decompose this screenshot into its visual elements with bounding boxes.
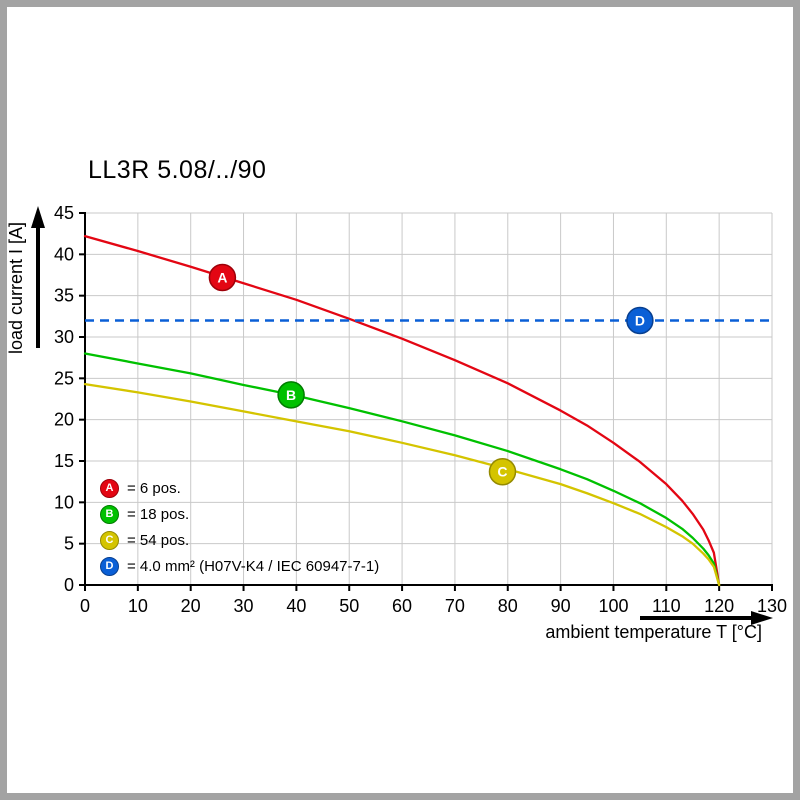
legend-marker-C: C — [100, 530, 119, 550]
legend-marker-D: D — [100, 556, 119, 576]
x-axis-label: ambient temperature T [°C] — [545, 622, 762, 642]
x-tick-label: 110 — [652, 596, 681, 616]
legend-marker-A: A — [100, 478, 119, 498]
y-tick-label: 35 — [54, 286, 74, 306]
x-tick-label: 50 — [339, 596, 359, 616]
y-tick-label: 20 — [54, 410, 74, 430]
x-tick-label: 40 — [286, 596, 306, 616]
y-tick-label: 25 — [54, 368, 74, 388]
chart-title: LL3R 5.08/../90 — [88, 156, 267, 184]
marker-B — [277, 381, 305, 409]
legend: A = 6 pos. B = 18 pos. C = 54 pos. D = 4.0 mm² … — [100, 478, 380, 583]
series-B-curve — [83, 352, 721, 587]
marker-letter-B: B — [286, 387, 296, 403]
x-tick-label: 80 — [498, 596, 518, 616]
y-tick-label: 10 — [54, 492, 74, 512]
marker-D — [626, 306, 654, 335]
legend-item-B: B = 18 pos. — [100, 504, 379, 524]
x-tick-label: 20 — [181, 596, 201, 616]
x-tick-label: 100 — [598, 596, 628, 616]
series-C-curve — [83, 382, 721, 587]
x-tick-label: 70 — [445, 596, 465, 616]
legend-item-D: D = 4.0 mm² (H07V-K4 / IEC 60947-7-1) — [100, 556, 380, 576]
x-tick-label: 0 — [80, 596, 90, 616]
y-tick-label: 15 — [54, 451, 74, 471]
marker-C — [488, 457, 517, 486]
marker-letter-C: C — [497, 464, 507, 480]
x-tick-label: 60 — [392, 596, 412, 616]
x-tick-label: 30 — [234, 596, 254, 616]
legend-item-C: C = 54 pos. — [100, 530, 379, 550]
legend-label-A: = 6 pos. — [127, 479, 181, 497]
x-tick-label: 130 — [757, 596, 787, 616]
marker-A — [208, 263, 237, 292]
x-tick-label: 120 — [704, 596, 734, 616]
y-axis-arrow-head — [31, 206, 45, 228]
legend-label-C: = 54 pos. — [127, 531, 190, 549]
legend-label-B: = 18 pos. — [127, 505, 190, 523]
y-tick-label: 5 — [64, 534, 74, 554]
series-A-curve — [83, 234, 721, 587]
x-axis-arrow-head — [751, 611, 773, 625]
x-tick-label: 90 — [551, 596, 571, 616]
y-tick-label: 0 — [64, 575, 74, 595]
legend-label-D: = 4.0 mm² (H07V-K4 / IEC 60947-7-1) — [127, 557, 380, 575]
x-tick-label: 10 — [128, 596, 148, 616]
y-tick-label: 40 — [54, 244, 74, 264]
legend-marker-B: B — [100, 504, 119, 524]
marker-letter-A: A — [217, 269, 227, 285]
marker-letter-D: D — [635, 312, 645, 328]
y-tick-label: 30 — [54, 327, 74, 347]
legend-item-A: A = 6 pos. — [100, 478, 379, 498]
y-tick-label: 45 — [54, 203, 74, 223]
